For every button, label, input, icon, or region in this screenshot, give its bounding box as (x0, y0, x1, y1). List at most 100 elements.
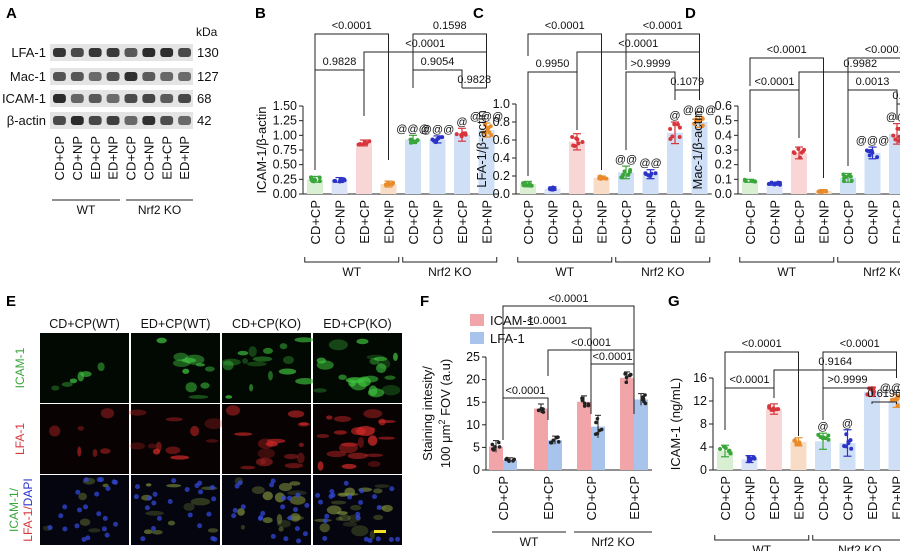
data-point (826, 437, 831, 442)
nucleus (134, 484, 140, 490)
bar (356, 142, 372, 194)
y-tick-label: 1.25 (273, 114, 297, 128)
significance-marker: @@@ (856, 135, 890, 147)
y-tick-label: 15 (466, 395, 480, 409)
micro-column-label: CD+CP(KO) (232, 317, 301, 331)
nucleus (315, 492, 321, 498)
nucleus (104, 532, 110, 538)
y-tick-label: 0.4 (493, 151, 510, 165)
y-axis-label-part: FOV (a.u) (438, 359, 453, 420)
data-point (771, 406, 776, 411)
p-value-label: <0.0001 (754, 76, 794, 88)
y-tick-label: 0.2 (715, 158, 732, 172)
nucleus (237, 480, 243, 486)
micro-signal (356, 426, 375, 436)
data-point (554, 435, 559, 440)
data-point (408, 137, 413, 142)
data-point (796, 146, 801, 151)
nucleus (184, 486, 190, 492)
micro-signal (222, 360, 234, 371)
micro-signal (316, 433, 330, 438)
bar (815, 441, 831, 470)
x-tick-label: ED+CP (455, 200, 470, 244)
nucleus (167, 499, 173, 505)
data-point (582, 401, 587, 406)
data-point (893, 137, 898, 142)
blot-band (142, 72, 156, 81)
comparison-bracket (724, 387, 775, 430)
x-tick-label: CD+NP (546, 200, 561, 244)
p-value-label: >0.9999 (630, 58, 670, 70)
p-value-label: <0.0001 (767, 44, 807, 56)
data-point (847, 172, 852, 177)
blot-band (88, 94, 102, 103)
data-point (776, 180, 781, 185)
x-tick-label: CD+NP (866, 200, 881, 244)
group-label: WT (520, 535, 539, 549)
bar (717, 451, 733, 470)
y-axis-label-sup: 2 (437, 420, 447, 425)
blot-strip (50, 112, 193, 129)
bar (634, 399, 648, 470)
y-tick-label: 20 (466, 373, 480, 387)
micro-signal (342, 521, 357, 527)
panel-letter-e: E (6, 293, 16, 310)
data-point (844, 444, 849, 449)
p-value-label: <0.0001 (643, 20, 683, 32)
micro-signal (333, 415, 352, 422)
micro-signal (366, 354, 385, 360)
micro-signal (182, 368, 190, 374)
data-point (875, 155, 880, 160)
bar (454, 134, 470, 194)
bar (577, 401, 591, 470)
group-bracket (812, 535, 900, 541)
blot-strip (50, 44, 193, 61)
data-point (485, 127, 490, 132)
data-point (846, 441, 851, 446)
blot-kda-value: 130 (197, 45, 219, 60)
micro-signal (77, 446, 82, 457)
chart-staining-intensity: 0 5 10 15 20 25 Staining intesity/100 μm2 FOV … (420, 293, 652, 549)
data-point (309, 177, 314, 182)
x-tick-label: ED+CP (541, 476, 556, 520)
y-axis-label: ICAM-1/β-actin (254, 107, 269, 194)
data-point (844, 432, 849, 437)
x-tick-label: ED+CP (570, 200, 585, 244)
bar (534, 408, 548, 470)
x-tick-label: CD+CP (816, 476, 831, 520)
data-point (727, 448, 732, 453)
x-tick-label: ED+CP (627, 476, 642, 520)
data-point (599, 427, 604, 432)
p-value-label: <0.0001 (405, 38, 445, 50)
group-bracket (615, 257, 711, 263)
p-value-label: 0.0013 (856, 76, 890, 88)
micro-signal (242, 358, 249, 364)
nucleus (85, 535, 91, 541)
group-label: WT (777, 265, 796, 279)
y-tick-label: 0.3 (715, 143, 732, 157)
bar (667, 132, 683, 194)
data-point (865, 392, 870, 397)
nucleus (62, 526, 68, 532)
micro-signal (341, 463, 357, 469)
micro-signal (326, 450, 347, 458)
data-point (364, 141, 369, 146)
panel-letter-b: B (255, 5, 266, 22)
x-tick-label: CD+NP (841, 476, 856, 520)
nucleus (75, 489, 81, 495)
nucleus (328, 493, 334, 499)
micro-signal (77, 426, 85, 431)
micro-signal (278, 482, 293, 492)
micro-signal (282, 356, 295, 364)
micro-signal (276, 520, 291, 528)
data-point (891, 133, 896, 138)
data-point (481, 130, 486, 135)
data-point (463, 132, 468, 137)
micro-signal (319, 523, 330, 533)
nucleus (58, 513, 64, 519)
micro-signal (147, 443, 157, 449)
micro-signal (367, 461, 381, 468)
micro-signal (248, 346, 257, 357)
micro-signal (190, 497, 211, 506)
nucleus (102, 515, 108, 521)
